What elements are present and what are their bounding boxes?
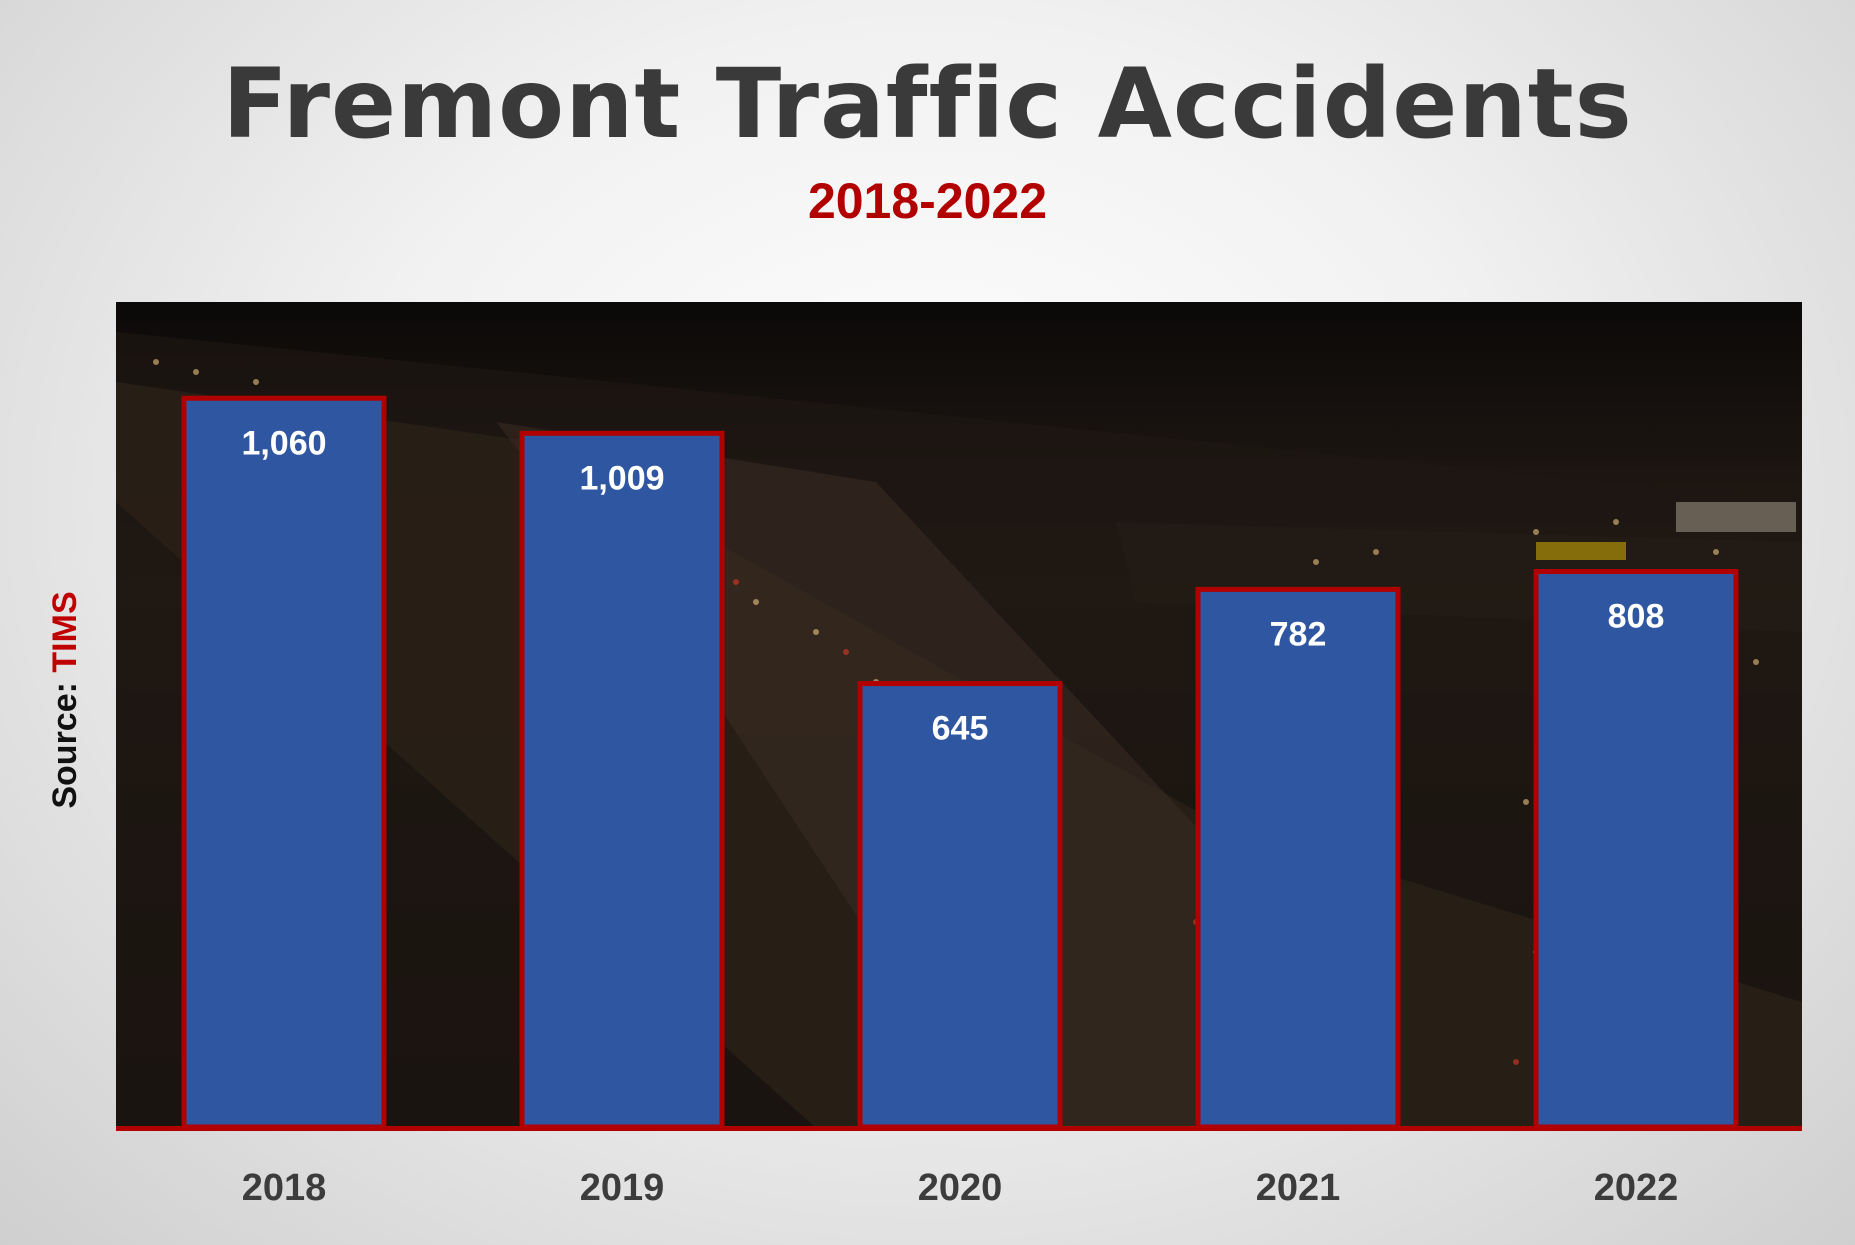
x-tick-label-2019: 2019 xyxy=(580,1167,665,1209)
bar-value-label-2019: 1,009 xyxy=(579,459,664,497)
x-tick-label-2021: 2021 xyxy=(1256,1167,1341,1209)
chart-title: Fremont Traffic Accidents xyxy=(222,48,1633,160)
bar-2021 xyxy=(1195,586,1401,1130)
bar-2018 xyxy=(181,395,387,1130)
bar-value-label-2018: 1,060 xyxy=(241,424,326,462)
x-tick-label-2020: 2020 xyxy=(918,1167,1003,1209)
bar-2019 xyxy=(519,430,725,1130)
bar-value-label-2022: 808 xyxy=(1608,598,1665,636)
bar-value-label-2020: 645 xyxy=(932,710,989,748)
chart-subtitle: 2018-2022 xyxy=(807,173,1048,229)
x-tick-label-2018: 2018 xyxy=(242,1167,327,1209)
bar-2022 xyxy=(1533,569,1739,1130)
bar-value-label-2021: 782 xyxy=(1270,615,1327,653)
bar-2020 xyxy=(857,681,1063,1130)
x-tick-label-2022: 2022 xyxy=(1594,1167,1679,1209)
